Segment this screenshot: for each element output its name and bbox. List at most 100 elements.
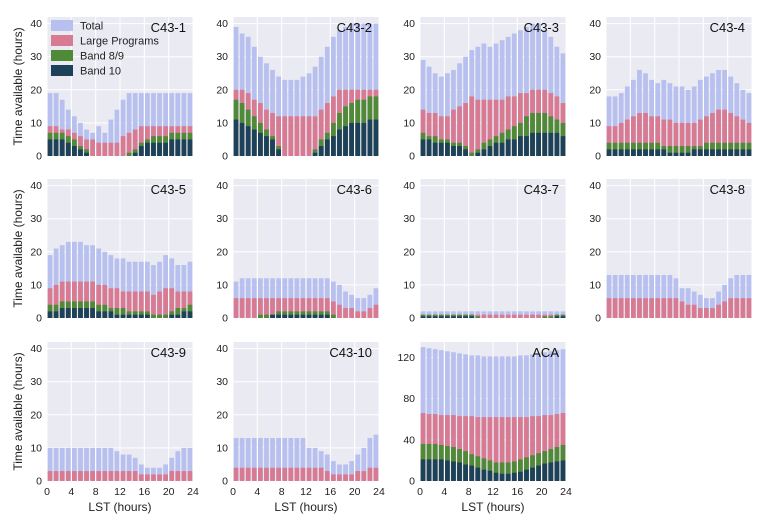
bar-band-8-9 bbox=[524, 457, 529, 481]
bar-total bbox=[655, 274, 661, 318]
bar-band-10 bbox=[90, 308, 95, 318]
bar-large-programs bbox=[126, 471, 132, 481]
bar-band-10 bbox=[445, 460, 450, 481]
bar-large-programs bbox=[138, 126, 144, 156]
bar-band-10 bbox=[438, 459, 444, 481]
bar-total bbox=[679, 86, 685, 156]
bar-total bbox=[169, 457, 175, 481]
bar-total bbox=[65, 241, 71, 318]
bar-band-10 bbox=[187, 139, 193, 156]
panel-c43-7: 0 10 20 30 40 C43-7 bbox=[403, 179, 567, 325]
bar-total bbox=[53, 93, 59, 156]
bar-band-10 bbox=[505, 139, 511, 156]
bar-large-programs bbox=[72, 471, 77, 481]
bar-large-programs bbox=[337, 474, 342, 481]
bar-band-10 bbox=[560, 316, 566, 318]
bar-large-programs bbox=[643, 112, 648, 156]
bar-total bbox=[324, 454, 330, 481]
bar-total bbox=[373, 434, 379, 481]
bar-total bbox=[47, 255, 53, 318]
bar-large-programs bbox=[685, 304, 691, 318]
x-tick-label: 4 bbox=[441, 486, 447, 498]
x-tick-label: 4 bbox=[254, 486, 260, 498]
bar-band-10 bbox=[542, 132, 548, 156]
legend-swatch-band-8-9 bbox=[51, 50, 73, 61]
bar-large-programs bbox=[606, 126, 612, 156]
bar-total bbox=[691, 86, 697, 156]
bar-large-programs bbox=[282, 467, 288, 481]
y-tick-label: 40 bbox=[30, 18, 42, 30]
y-axis-label: Time available (hours) bbox=[11, 352, 25, 470]
bar-band-10 bbox=[258, 132, 263, 156]
bar-large-programs bbox=[96, 471, 102, 481]
bar-band-10 bbox=[438, 316, 444, 318]
bar-large-programs bbox=[691, 304, 697, 318]
y-tick-label: 20 bbox=[216, 84, 228, 96]
bar-total bbox=[606, 274, 612, 318]
bar-large-programs bbox=[697, 119, 703, 156]
bar-large-programs bbox=[318, 298, 324, 318]
bar-large-programs bbox=[132, 471, 138, 481]
bar-large-programs bbox=[312, 467, 318, 481]
bar-large-programs bbox=[493, 314, 499, 318]
bar-total bbox=[138, 93, 144, 156]
bar-large-programs bbox=[530, 416, 535, 481]
bar-band-10 bbox=[722, 149, 727, 156]
bar-total bbox=[108, 447, 114, 481]
y-tick-label: 30 bbox=[403, 51, 415, 63]
bar-band-10 bbox=[288, 314, 294, 318]
y-tick-label: 30 bbox=[30, 51, 42, 63]
bar-band-10 bbox=[65, 308, 71, 318]
bar-large-programs bbox=[618, 122, 624, 156]
bar-large-programs bbox=[282, 298, 288, 318]
bar-total bbox=[697, 79, 703, 156]
y-tick-label: 40 bbox=[30, 180, 42, 192]
bar-total bbox=[132, 457, 138, 481]
bar-band-8-9 bbox=[331, 314, 336, 318]
bar-band-10 bbox=[457, 316, 462, 318]
bar-large-programs bbox=[655, 298, 661, 318]
bar-large-programs bbox=[716, 304, 721, 318]
bar-band-10 bbox=[637, 149, 642, 156]
bar-large-programs bbox=[90, 139, 95, 156]
bar-large-programs bbox=[361, 471, 367, 481]
bar-total bbox=[163, 93, 168, 156]
bar-band-10 bbox=[649, 149, 654, 156]
bar-large-programs bbox=[132, 291, 138, 318]
bar-total bbox=[132, 93, 138, 156]
bar-large-programs bbox=[548, 415, 554, 481]
bar-band-10 bbox=[175, 139, 181, 156]
bar-band-10 bbox=[47, 139, 53, 156]
bar-band-10 bbox=[181, 311, 187, 318]
bar-band-10 bbox=[554, 461, 560, 481]
y-tick-label: 30 bbox=[216, 213, 228, 225]
bar-large-programs bbox=[661, 298, 667, 318]
bar-band-10 bbox=[560, 136, 566, 156]
bar-large-programs bbox=[661, 119, 667, 156]
bar-total bbox=[312, 66, 318, 156]
bar-total bbox=[239, 437, 245, 481]
bar-large-programs bbox=[487, 314, 493, 318]
bar-large-programs bbox=[151, 474, 156, 481]
bar-large-programs bbox=[679, 122, 685, 156]
bar-band-10 bbox=[548, 462, 554, 481]
bar-band-10 bbox=[631, 149, 636, 156]
bar-band-8-9 bbox=[493, 462, 499, 481]
y-tick-label: 20 bbox=[30, 84, 42, 96]
bar-band-10 bbox=[432, 316, 438, 318]
bar-large-programs bbox=[47, 471, 53, 481]
bar-large-programs bbox=[120, 136, 126, 156]
bar-large-programs bbox=[373, 304, 379, 318]
x-tick-label: 8 bbox=[466, 486, 472, 498]
bar-large-programs bbox=[318, 467, 324, 481]
bar-large-programs bbox=[481, 314, 487, 318]
x-tick-label: 12 bbox=[300, 486, 312, 498]
bar-large-programs bbox=[264, 298, 269, 318]
bar-band-8-9 bbox=[475, 316, 481, 318]
bar-band-10 bbox=[655, 149, 661, 156]
x-axis-label: LST (hours) bbox=[88, 500, 151, 514]
bar-large-programs bbox=[606, 298, 612, 318]
x-tick-label: 24 bbox=[560, 486, 572, 498]
bar-total bbox=[740, 274, 746, 318]
